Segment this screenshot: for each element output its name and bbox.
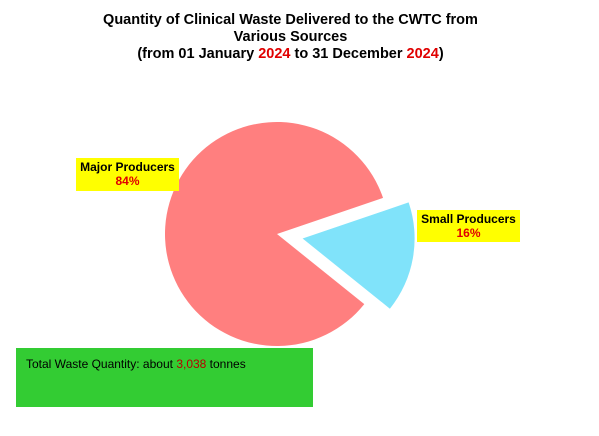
total-waste-box: Total Waste Quantity: about 3,038 tonnes <box>16 348 313 407</box>
title-date-prefix: (from 01 January <box>137 46 259 62</box>
total-waste-suffix: tonnes <box>206 357 246 371</box>
small-producers-name: Small Producers <box>421 212 516 226</box>
slice-small-producers <box>302 202 415 309</box>
title-date-middle: to 31 December <box>290 46 407 62</box>
total-waste-prefix: Total Waste Quantity: about <box>26 357 177 371</box>
title-line-1: Quantity of Clinical Waste Delivered to … <box>103 12 478 28</box>
chart-title: Quantity of Clinical Waste Delivered to … <box>0 12 581 63</box>
major-producers-percent: 84% <box>115 174 140 188</box>
small-producers-label: Small Producers 16% <box>417 210 520 242</box>
slice-major-producers <box>165 122 384 347</box>
major-producers-label: Major Producers 84% <box>76 158 179 191</box>
title-date-suffix: ) <box>438 46 444 62</box>
title-year-start: 2024 <box>258 46 291 62</box>
title-line-2: Various Sources <box>233 29 348 45</box>
total-waste-value: 3,038 <box>176 357 207 371</box>
major-producers-name: Major Producers <box>80 160 175 174</box>
small-producers-percent: 16% <box>456 226 481 240</box>
title-line-3: (from 01 January 2024 to 31 December 202… <box>0 46 581 63</box>
title-year-end: 2024 <box>406 46 439 62</box>
